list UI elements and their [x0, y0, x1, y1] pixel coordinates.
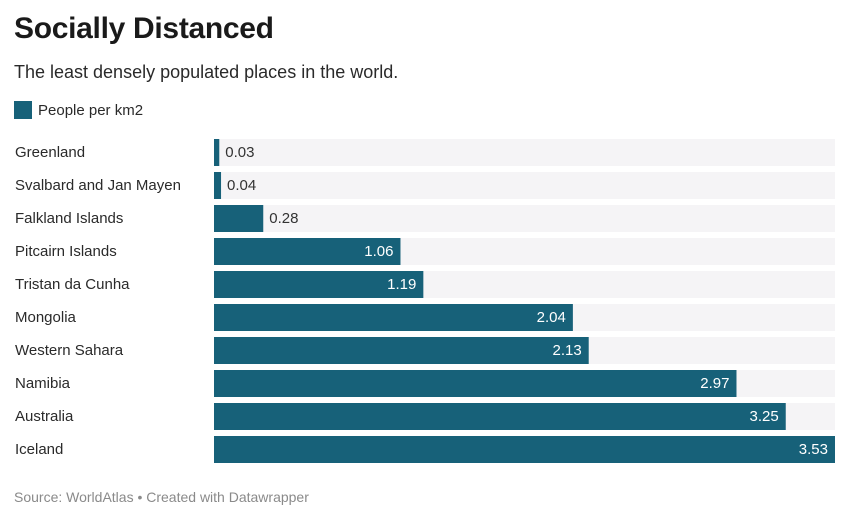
bar — [214, 403, 786, 430]
bar — [214, 271, 424, 298]
value-label: 1.06 — [364, 243, 393, 260]
bar — [214, 370, 737, 397]
value-label: 3.25 — [750, 408, 779, 425]
bar — [214, 172, 222, 199]
bar-track — [214, 172, 835, 199]
bar — [214, 205, 264, 232]
chart-title: Socially Distanced — [14, 12, 274, 45]
value-label: 2.13 — [553, 342, 582, 359]
value-label: 2.97 — [700, 375, 729, 392]
bar — [214, 436, 835, 463]
bar-track — [214, 139, 835, 166]
category-label: Mongolia — [15, 309, 77, 326]
category-label: Greenland — [15, 144, 85, 161]
bar — [214, 139, 220, 166]
value-label: 1.19 — [387, 276, 416, 293]
legend: People per km2 — [14, 101, 143, 119]
value-label: 3.53 — [799, 441, 828, 458]
value-label: 0.04 — [227, 177, 256, 194]
category-label: Tristan da Cunha — [15, 276, 130, 293]
value-label: 2.04 — [537, 309, 566, 326]
value-label: 0.28 — [269, 210, 298, 227]
value-label: 0.03 — [225, 144, 254, 161]
bar — [214, 238, 401, 265]
chart-subtitle: The least densely populated places in th… — [14, 62, 399, 82]
legend-swatch — [14, 101, 32, 119]
bar-track — [214, 205, 835, 232]
category-label: Australia — [15, 408, 74, 425]
category-label: Iceland — [15, 441, 63, 458]
category-label: Western Sahara — [15, 342, 124, 359]
legend-label: People per km2 — [38, 101, 144, 119]
bar — [214, 337, 589, 364]
category-label: Falkland Islands — [15, 210, 123, 227]
source-note: Source: WorldAtlas • Created with Datawr… — [14, 489, 309, 505]
bar-chart: Greenland 0.03 Svalbard and Jan Mayen 0.04 F… — [15, 139, 835, 463]
category-label: Pitcairn Islands — [15, 243, 117, 260]
bar — [214, 304, 573, 331]
category-label: Namibia — [15, 375, 71, 392]
category-label: Svalbard and Jan Mayen — [15, 177, 181, 194]
